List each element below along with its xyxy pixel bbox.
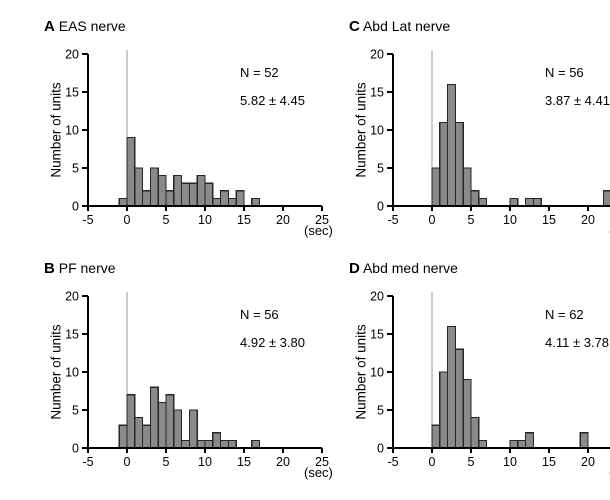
y-axis-label: Number of units [48, 82, 64, 178]
svg-text:25: 25 [315, 213, 329, 227]
svg-text:10: 10 [65, 124, 79, 138]
svg-text:15: 15 [370, 86, 384, 100]
svg-text:-5: -5 [82, 213, 93, 227]
svg-text:0: 0 [429, 213, 436, 227]
svg-text:20: 20 [276, 213, 290, 227]
svg-text:0: 0 [72, 200, 79, 214]
svg-text:15: 15 [542, 213, 556, 227]
panel-title: B PF nerve [44, 260, 116, 277]
x-axis-unit-label: (sec) [304, 223, 333, 238]
panel-d-abd-med-nerve: D Abd med nerve Number of units N = 62 4… [345, 258, 610, 500]
svg-text:15: 15 [237, 455, 251, 469]
svg-text:20: 20 [581, 213, 595, 227]
n-count-label: N = 52 [240, 65, 279, 80]
svg-text:20: 20 [370, 48, 384, 62]
svg-text:5: 5 [72, 162, 79, 176]
svg-text:15: 15 [65, 328, 79, 342]
panel-name: EAS nerve [58, 18, 126, 34]
svg-text:20: 20 [65, 48, 79, 62]
svg-text:20: 20 [276, 455, 290, 469]
panel-b-pf-nerve: B PF nerve Number of units N = 56 4.92 ±… [40, 258, 345, 500]
panel-name: Abd med nerve [362, 260, 458, 276]
svg-text:0: 0 [429, 455, 436, 469]
svg-text:10: 10 [503, 455, 517, 469]
svg-text:15: 15 [237, 213, 251, 227]
x-axis-unit-label: (sec) [304, 465, 333, 480]
mean-sd-label: 4.92 ± 3.80 [240, 335, 305, 350]
histogram-figure: A EAS nerve Number of units N = 52 5.82 … [40, 16, 610, 480]
svg-text:5: 5 [163, 213, 170, 227]
panel-title: A EAS nerve [44, 18, 126, 35]
svg-text:0: 0 [377, 442, 384, 456]
panel-c-abd-lat-nerve: C Abd Lat nerve Number of units N = 56 3… [345, 16, 610, 258]
panel-name: PF nerve [58, 260, 116, 276]
svg-text:5: 5 [377, 404, 384, 418]
n-count-label: N = 62 [545, 307, 584, 322]
y-axis-label: Number of units [353, 324, 369, 420]
panel-letter: A [44, 18, 55, 35]
svg-text:15: 15 [542, 455, 556, 469]
panel-a-eas-nerve: A EAS nerve Number of units N = 52 5.82 … [40, 16, 345, 258]
panel-letter: D [349, 260, 360, 277]
svg-text:15: 15 [370, 328, 384, 342]
n-count-label: N = 56 [240, 307, 279, 322]
svg-text:5: 5 [72, 404, 79, 418]
svg-text:-5: -5 [82, 455, 93, 469]
svg-text:20: 20 [65, 290, 79, 304]
svg-text:10: 10 [65, 366, 79, 380]
svg-text:0: 0 [124, 213, 131, 227]
svg-text:5: 5 [468, 455, 475, 469]
svg-text:10: 10 [370, 124, 384, 138]
svg-text:-5: -5 [387, 213, 398, 227]
mean-sd-label: 3.87 ± 4.41 [545, 93, 610, 108]
panel-name: Abd Lat nerve [362, 18, 451, 34]
mean-sd-label: 4.11 ± 3.78 [545, 335, 609, 350]
y-axis-label: Number of units [48, 324, 64, 420]
svg-text:20: 20 [370, 290, 384, 304]
n-count-label: N = 56 [545, 65, 584, 80]
y-axis-label: Number of units [353, 82, 369, 178]
svg-text:25: 25 [315, 455, 329, 469]
svg-text:0: 0 [72, 442, 79, 456]
svg-text:20: 20 [581, 455, 595, 469]
svg-text:15: 15 [65, 86, 79, 100]
svg-text:0: 0 [377, 200, 384, 214]
svg-text:10: 10 [198, 455, 212, 469]
panel-letter: C [349, 18, 360, 35]
svg-text:-5: -5 [387, 455, 398, 469]
svg-text:5: 5 [377, 162, 384, 176]
panel-letter: B [44, 260, 55, 277]
svg-text:5: 5 [468, 213, 475, 227]
mean-sd-label: 5.82 ± 4.45 [240, 93, 305, 108]
svg-text:10: 10 [370, 366, 384, 380]
svg-text:10: 10 [198, 213, 212, 227]
panel-title: C Abd Lat nerve [349, 18, 450, 35]
svg-text:0: 0 [124, 455, 131, 469]
panel-title: D Abd med nerve [349, 260, 458, 277]
svg-text:10: 10 [503, 213, 517, 227]
svg-text:5: 5 [163, 455, 170, 469]
